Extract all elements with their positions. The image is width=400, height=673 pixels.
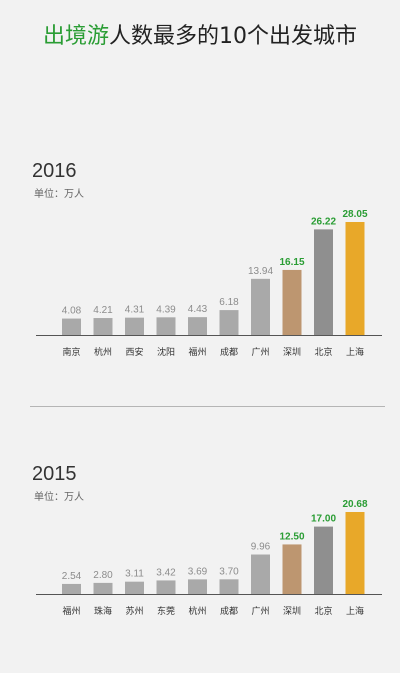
value-label-2015-3: 3.42: [156, 567, 176, 578]
category-label-2016-4: 福州: [188, 346, 206, 358]
value-label-2016-0: 4.08: [62, 306, 82, 317]
category-label-2015-3: 东莞: [157, 605, 175, 617]
bar-2016-1: [93, 318, 113, 335]
value-label-2016-1: 4.21: [93, 305, 113, 316]
page-title-highlight: 出境游: [42, 24, 109, 49]
bar-2015-1: [93, 582, 113, 594]
value-label-2015-2: 3.11: [125, 569, 144, 580]
bar-2016-4: [188, 317, 207, 335]
category-label-2015-5: 成都: [220, 605, 238, 617]
category-label-2016-5: 成都: [220, 346, 238, 358]
page-title-rest: 人数最多的10个出发城市: [109, 24, 357, 49]
bar-2016-9: [345, 222, 365, 335]
category-label-2016-8: 北京: [314, 346, 332, 358]
category-label-2016-2: 西安: [125, 346, 143, 358]
category-label-2016-3: 沈阳: [157, 346, 175, 358]
section-divider: [30, 406, 385, 407]
category-label-2015-1: 珠海: [94, 605, 112, 617]
category-label-2015-6: 广州: [251, 605, 269, 617]
bar-2015-0: [62, 583, 81, 594]
category-label-2016-9: 上海: [346, 346, 364, 358]
value-label-2016-9: 28.05: [342, 209, 367, 220]
chart-2015-unit: 单位：万人: [34, 492, 84, 503]
bar-2015-3: [156, 580, 176, 594]
chart-2016-unit: 单位：万人: [34, 189, 84, 200]
value-label-2016-2: 4.31: [125, 305, 145, 316]
chart-2016: 4.08 南京 4.21 杭州 4.31 西安 4.39 沈阳 4.43 福州 6.18 成都 13.9…: [36, 209, 382, 358]
value-label-2015-7: 12.50: [279, 531, 304, 542]
bar-2016-0: [62, 318, 81, 335]
value-label-2016-8: 26.22: [311, 216, 336, 227]
category-label-2015-7: 深圳: [283, 606, 301, 617]
category-label-2016-1: 杭州: [94, 346, 112, 358]
value-label-2015-5: 3.70: [219, 566, 239, 577]
value-label-2016-4: 4.43: [188, 304, 208, 315]
category-label-2015-2: 苏州: [125, 605, 143, 617]
category-label-2016-7: 深圳: [283, 347, 301, 358]
value-label-2016-3: 4.39: [156, 304, 176, 315]
value-label-2015-1: 2.80: [93, 570, 113, 581]
bar-2016-5: [219, 310, 239, 335]
category-label-2015-9: 上海: [346, 605, 364, 617]
bar-2015-8: [314, 526, 333, 594]
bar-2016-8: [314, 229, 333, 335]
value-label-2015-6: 9.96: [251, 542, 271, 553]
bar-2015-2: [125, 581, 144, 594]
value-label-2016-5: 6.18: [219, 297, 239, 308]
value-label-2016-6: 13.94: [248, 266, 273, 277]
page-title: 出境游人数最多的10个出发城市: [0, 18, 400, 50]
category-label-2015-4: 杭州: [188, 605, 206, 617]
bar-2015-7: [282, 544, 302, 594]
bar-2016-6: [251, 278, 270, 335]
bar-2015-6: [251, 554, 270, 594]
category-label-2015-8: 北京: [314, 605, 332, 617]
chart-2015-title: 2015: [32, 463, 77, 485]
bar-2015-9: [345, 512, 365, 594]
value-label-2015-0: 2.54: [62, 571, 82, 582]
chart-2016-title: 2016: [32, 160, 77, 182]
chart-2015: 2.54 福州 2.80 珠海 3.11 苏州 3.42 东莞 3.69 杭州 3.70 成都 9.96…: [36, 500, 382, 617]
value-label-2015-4: 3.69: [188, 566, 208, 577]
bar-2016-3: [156, 317, 176, 335]
value-label-2015-9: 20.68: [342, 500, 367, 510]
bar-2015-4: [188, 579, 207, 594]
category-label-2016-0: 南京: [62, 346, 80, 358]
category-label-2016-6: 广州: [251, 346, 269, 358]
category-label-2015-0: 福州: [62, 605, 80, 617]
value-label-2015-8: 17.00: [311, 514, 336, 525]
bar-2016-2: [125, 317, 144, 335]
bar-2016-7: [282, 269, 302, 335]
bar-2015-5: [219, 579, 239, 594]
value-label-2016-7: 16.15: [279, 257, 304, 268]
